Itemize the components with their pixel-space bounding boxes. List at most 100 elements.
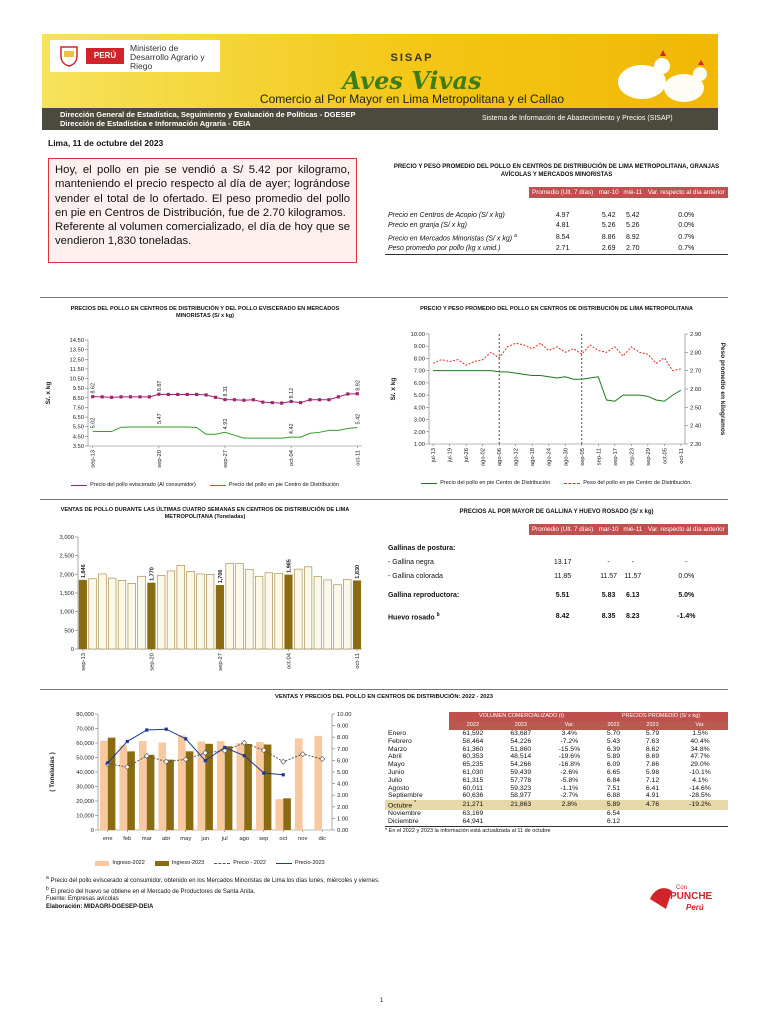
- chart-block: VENTAS DE POLLO DURANTE LAS ÚLTIMAS CUAT…: [40, 507, 370, 681]
- row-label: Junio: [385, 769, 449, 777]
- y-tick-label: 13.50: [69, 348, 84, 354]
- row-label: Gallinas de postura:: [385, 535, 529, 556]
- bar: [225, 563, 234, 650]
- legend-label: Ingreso-2022: [112, 860, 145, 866]
- table-cell: 54,266: [510, 761, 532, 769]
- separator: [40, 297, 728, 298]
- legend-label: Peso del pollo en pie Centro de Distribu…: [583, 480, 692, 486]
- bar: [274, 572, 283, 650]
- bar: [352, 580, 362, 650]
- table-cell: 2.70: [625, 245, 640, 253]
- x-tick-label: sep: [259, 836, 268, 842]
- table-cell: 58,464: [462, 737, 484, 745]
- table-cell: 8.54: [555, 233, 570, 241]
- row-label-text: Diciembre: [388, 818, 419, 826]
- marker: [195, 392, 199, 397]
- x-tick-label: oct: [279, 836, 287, 842]
- legend-item: Precio-2023: [275, 860, 325, 866]
- table-cell: -19.2%: [672, 800, 728, 811]
- column-header: Promedio (Ult. 7 días): [529, 187, 597, 198]
- table-cell: 13.17: [553, 559, 572, 566]
- row-label-text: Marzo: [388, 745, 407, 753]
- marker: [346, 392, 350, 396]
- x-tick-label: sep-23: [629, 448, 635, 466]
- table-cell: 47.7%: [690, 753, 710, 761]
- product-title: Aves Vivas: [342, 66, 482, 95]
- y-tick-label: 0: [91, 828, 94, 834]
- row-label-text: Enero: [388, 730, 407, 737]
- x-tick-label: ago: [239, 836, 249, 842]
- data-label: 4.92: [223, 419, 229, 430]
- section-title: VENTAS Y PRECIOS DEL POLLO EN CENTROS DE…: [275, 694, 493, 700]
- table-cell: 6.39: [606, 745, 621, 753]
- bar: [197, 741, 206, 830]
- table-cell: 5.70: [606, 730, 621, 737]
- x-tick-label: ago-18: [530, 448, 536, 466]
- y-tick-label: 12.50: [69, 357, 84, 363]
- y-tick-label: 4.50: [73, 434, 84, 440]
- table-cell: [621, 535, 645, 556]
- separator: [40, 689, 728, 690]
- table-cell: 51,860: [510, 745, 532, 753]
- table-cell: -15.5%: [558, 745, 581, 753]
- monthly-table-block: VOLUMEN COMERCIALIZADO (t) PRECIOS PROMED…: [385, 712, 728, 834]
- table-row: Precio en Mercados Minoristas (S/ x kg) …: [385, 231, 728, 244]
- table-cell: -7.2%: [560, 737, 579, 745]
- x-tick-label: sep-27: [223, 450, 229, 468]
- bar: [177, 735, 186, 830]
- table-cell: 5.42: [625, 212, 640, 219]
- table-cell: [496, 818, 545, 827]
- report-date: Lima, 11 de octubre del 2023: [48, 138, 164, 148]
- chart: 0 10,000 20,000 30,000 40,000 50,000 60,000 70,…: [49, 712, 352, 842]
- bar: [78, 579, 87, 650]
- marker: [319, 756, 326, 762]
- bar: [196, 573, 205, 650]
- x-tick-label: ene: [103, 836, 113, 842]
- y-tick-label: 80,000: [76, 712, 94, 718]
- table-row: Febrero 58,464 54,226 -7.2% 5.43 7.63 40.4%: [385, 738, 728, 746]
- marker: [232, 398, 237, 402]
- table-cell: 2.8%: [544, 800, 594, 811]
- bar: [138, 741, 147, 830]
- data-label: 5.47: [157, 413, 163, 424]
- table-cell: -1.1%: [560, 784, 579, 792]
- table-row: Junio 61,030 59,439 -2.6% 6.65 5.98 -10.1%: [385, 769, 728, 777]
- table-row: Huevo rosado b 8.42 8.35 8.23 -1.4%: [385, 603, 728, 625]
- legend-label: Ingreso-2023: [171, 860, 205, 866]
- bar: [206, 574, 215, 650]
- line-series: [107, 728, 284, 776]
- header-row: Promedio (Ult. 7 días) mar-10 mié-11 Var. r…: [385, 524, 728, 535]
- x-tick-label: dic: [319, 836, 327, 842]
- table-cell: 60,011: [462, 784, 484, 792]
- marker: [251, 398, 255, 402]
- y2-tick-label: 2.80: [690, 350, 701, 356]
- table-row: Julio 61,315 57,778 -5.8% 6.84 7.12 4.1%: [385, 777, 728, 785]
- y-tick-label: 500: [64, 628, 74, 634]
- x-tick-label: sep-13: [81, 653, 87, 671]
- x-tick-label: ago-30: [563, 448, 569, 466]
- header-row: VOLUMEN COMERCIALIZADO (t) PRECIOS PROMED…: [385, 712, 728, 721]
- table-body: Enero 61,592 63,687 3.4% 5.70 5.79 1.5% Febrero…: [385, 730, 728, 827]
- row-label-text: Huevo rosado: [388, 614, 435, 622]
- x-tick-label: oct-04: [289, 449, 295, 466]
- y-tick-label: 8.50: [73, 396, 84, 402]
- table-cell: 6.41: [645, 784, 660, 792]
- bar: [107, 737, 116, 830]
- office-name: Dirección de Estadística e Información A…: [60, 119, 251, 128]
- column-header: mié-11: [621, 187, 645, 198]
- table-head: VOLUMEN COMERCIALIZADO (t) PRECIOS PROMED…: [385, 712, 728, 730]
- marker: [261, 400, 265, 404]
- bar: [166, 759, 174, 830]
- bar: [303, 566, 313, 650]
- y-tick-label: 10.50: [69, 377, 84, 383]
- data-table: Promedio (Ult. 7 días) mar-10 mié-11 Var. r…: [385, 187, 728, 256]
- marker: [157, 392, 161, 396]
- row-label-text: - Gallina negra: [388, 559, 434, 566]
- y-tick-label: 2.00: [414, 430, 425, 436]
- table-cell: 0.0%: [678, 573, 695, 580]
- y2-tick-label: 2.70: [690, 369, 701, 375]
- table-cell: 64,941: [449, 818, 497, 827]
- row-label: - Gallina colorada: [385, 570, 529, 584]
- legend-swatch: [275, 862, 292, 864]
- table-cell: 6.84: [606, 776, 621, 784]
